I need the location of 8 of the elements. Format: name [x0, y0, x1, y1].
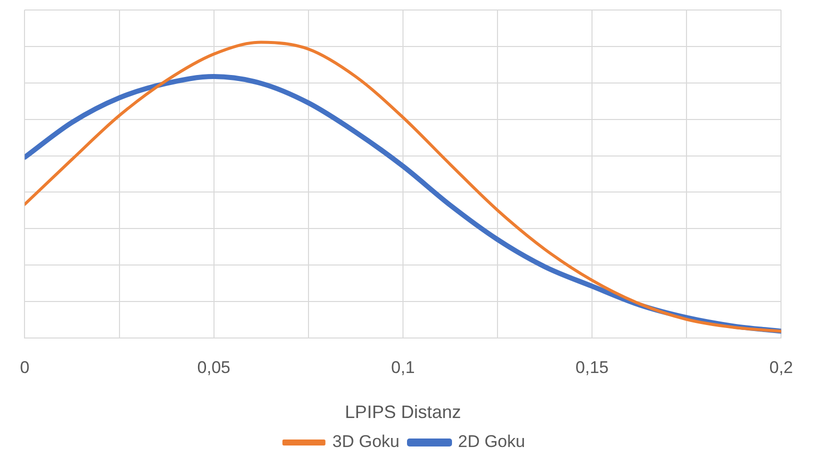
x-tick-label: 0,15	[576, 358, 609, 377]
x-axis-title: LPIPS Distanz	[344, 402, 461, 422]
x-tick-label: 0	[20, 358, 30, 377]
legend-label: 3D Goku	[332, 432, 400, 452]
x-tick-label: 0,05	[197, 358, 230, 377]
legend-label: 2D Goku	[458, 432, 526, 452]
x-tick-label: 0,2	[769, 358, 794, 377]
x-tick-label: 0,1	[391, 358, 415, 377]
